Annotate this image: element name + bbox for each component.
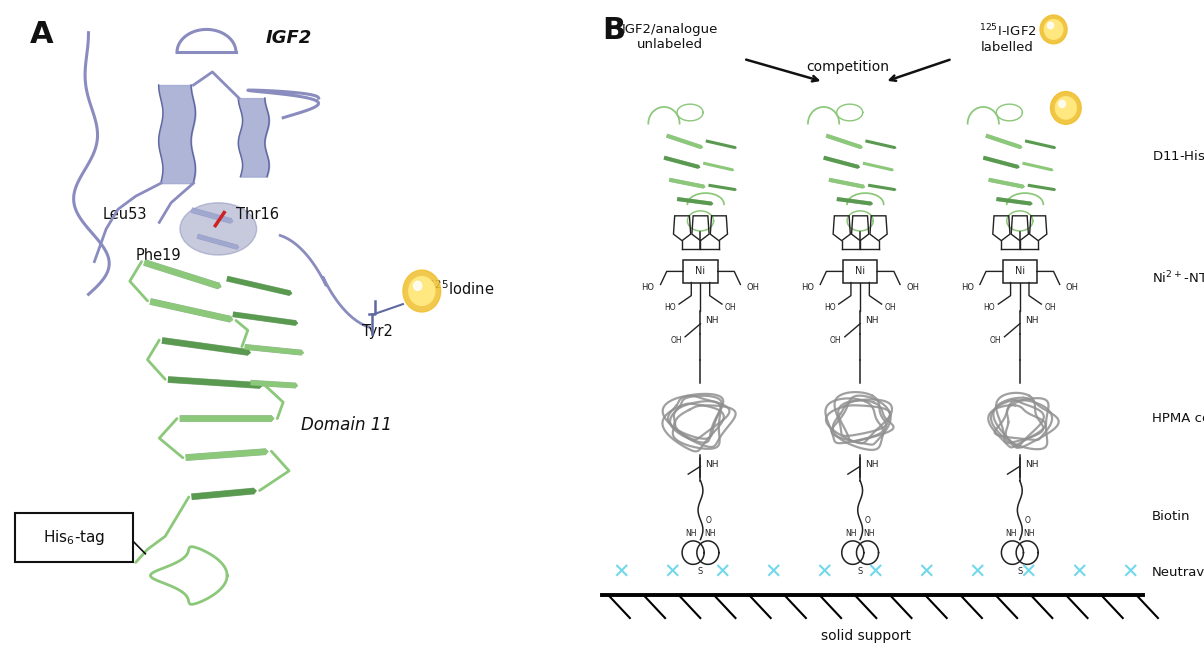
Text: NH: NH — [845, 529, 857, 538]
Text: NH: NH — [864, 460, 879, 469]
Text: D11-His$_6$-tag: D11-His$_6$-tag — [1152, 148, 1204, 165]
Text: ✕: ✕ — [867, 562, 884, 582]
Text: $^{125}$I-IGF2
labelled: $^{125}$I-IGF2 labelled — [979, 23, 1037, 54]
Text: HO: HO — [984, 303, 996, 312]
Circle shape — [1040, 15, 1067, 44]
Text: IGF2/analogue
unlabeled: IGF2/analogue unlabeled — [621, 23, 718, 51]
Text: IGF2: IGF2 — [266, 29, 312, 48]
Text: S: S — [857, 567, 863, 576]
Text: Ni: Ni — [696, 266, 706, 277]
Text: ✕: ✕ — [1070, 562, 1088, 582]
Text: Leu53: Leu53 — [104, 207, 148, 222]
Text: HO: HO — [665, 303, 675, 312]
Text: $^{125}$Iodine: $^{125}$Iodine — [427, 280, 494, 298]
Text: NH: NH — [706, 316, 719, 325]
Text: ✕: ✕ — [816, 562, 833, 582]
Circle shape — [403, 270, 441, 312]
Circle shape — [1050, 92, 1081, 124]
Circle shape — [409, 277, 435, 305]
Text: Biotin: Biotin — [1152, 510, 1191, 523]
Circle shape — [413, 281, 421, 290]
Text: OH: OH — [990, 336, 1002, 345]
Text: O: O — [706, 516, 712, 525]
Circle shape — [1047, 22, 1054, 29]
Text: ✕: ✕ — [612, 562, 630, 582]
Text: OH: OH — [885, 303, 896, 312]
Text: NH: NH — [863, 529, 875, 538]
Text: Neutravidin: Neutravidin — [1152, 566, 1204, 579]
Text: Ni: Ni — [855, 266, 866, 277]
Text: Ni: Ni — [1015, 266, 1025, 277]
FancyBboxPatch shape — [14, 513, 132, 562]
Text: OH: OH — [830, 336, 842, 345]
Text: ✕: ✕ — [714, 562, 731, 582]
Circle shape — [1058, 100, 1066, 107]
Text: Ni$^{2+}$-NTA: Ni$^{2+}$-NTA — [1152, 269, 1204, 286]
Text: His$_6$-tag: His$_6$-tag — [42, 528, 105, 547]
Text: ✕: ✕ — [765, 562, 783, 582]
Text: OH: OH — [725, 303, 737, 312]
Text: ✕: ✕ — [1020, 562, 1037, 582]
Text: Domain 11: Domain 11 — [301, 416, 391, 434]
Text: NH: NH — [864, 316, 879, 325]
Text: HO: HO — [824, 303, 836, 312]
Text: competition: competition — [807, 60, 890, 74]
Text: NH: NH — [1005, 529, 1016, 538]
Text: O: O — [864, 516, 870, 525]
Text: Tyr2: Tyr2 — [362, 324, 393, 339]
Text: OH: OH — [1044, 303, 1056, 312]
Text: solid support: solid support — [821, 628, 911, 643]
Text: NH: NH — [685, 529, 697, 538]
Circle shape — [1056, 97, 1076, 119]
Text: S: S — [1017, 567, 1022, 576]
Text: S: S — [698, 567, 703, 576]
Text: ✕: ✕ — [917, 562, 936, 582]
Text: OH: OH — [1066, 283, 1079, 292]
Text: Thr16: Thr16 — [236, 207, 279, 222]
Text: HO: HO — [801, 283, 814, 292]
Text: NH: NH — [704, 529, 715, 538]
Text: NH: NH — [1023, 529, 1034, 538]
Text: ✕: ✕ — [1122, 562, 1139, 582]
Text: B: B — [602, 16, 625, 45]
Circle shape — [1044, 20, 1063, 39]
Text: A: A — [30, 20, 53, 48]
Text: Phe19: Phe19 — [136, 248, 182, 262]
Text: OH: OH — [671, 336, 681, 345]
Text: O: O — [1025, 516, 1031, 525]
Text: OH: OH — [907, 283, 919, 292]
Text: NH: NH — [1025, 460, 1038, 469]
Text: ✕: ✕ — [969, 562, 986, 582]
Text: HO: HO — [961, 283, 974, 292]
Text: ✕: ✕ — [663, 562, 680, 582]
Text: NH: NH — [1025, 316, 1038, 325]
Text: HO: HO — [642, 283, 655, 292]
Text: OH: OH — [746, 283, 760, 292]
Ellipse shape — [179, 203, 256, 255]
Text: NH: NH — [706, 460, 719, 469]
Text: HPMA copolymer: HPMA copolymer — [1152, 412, 1204, 425]
